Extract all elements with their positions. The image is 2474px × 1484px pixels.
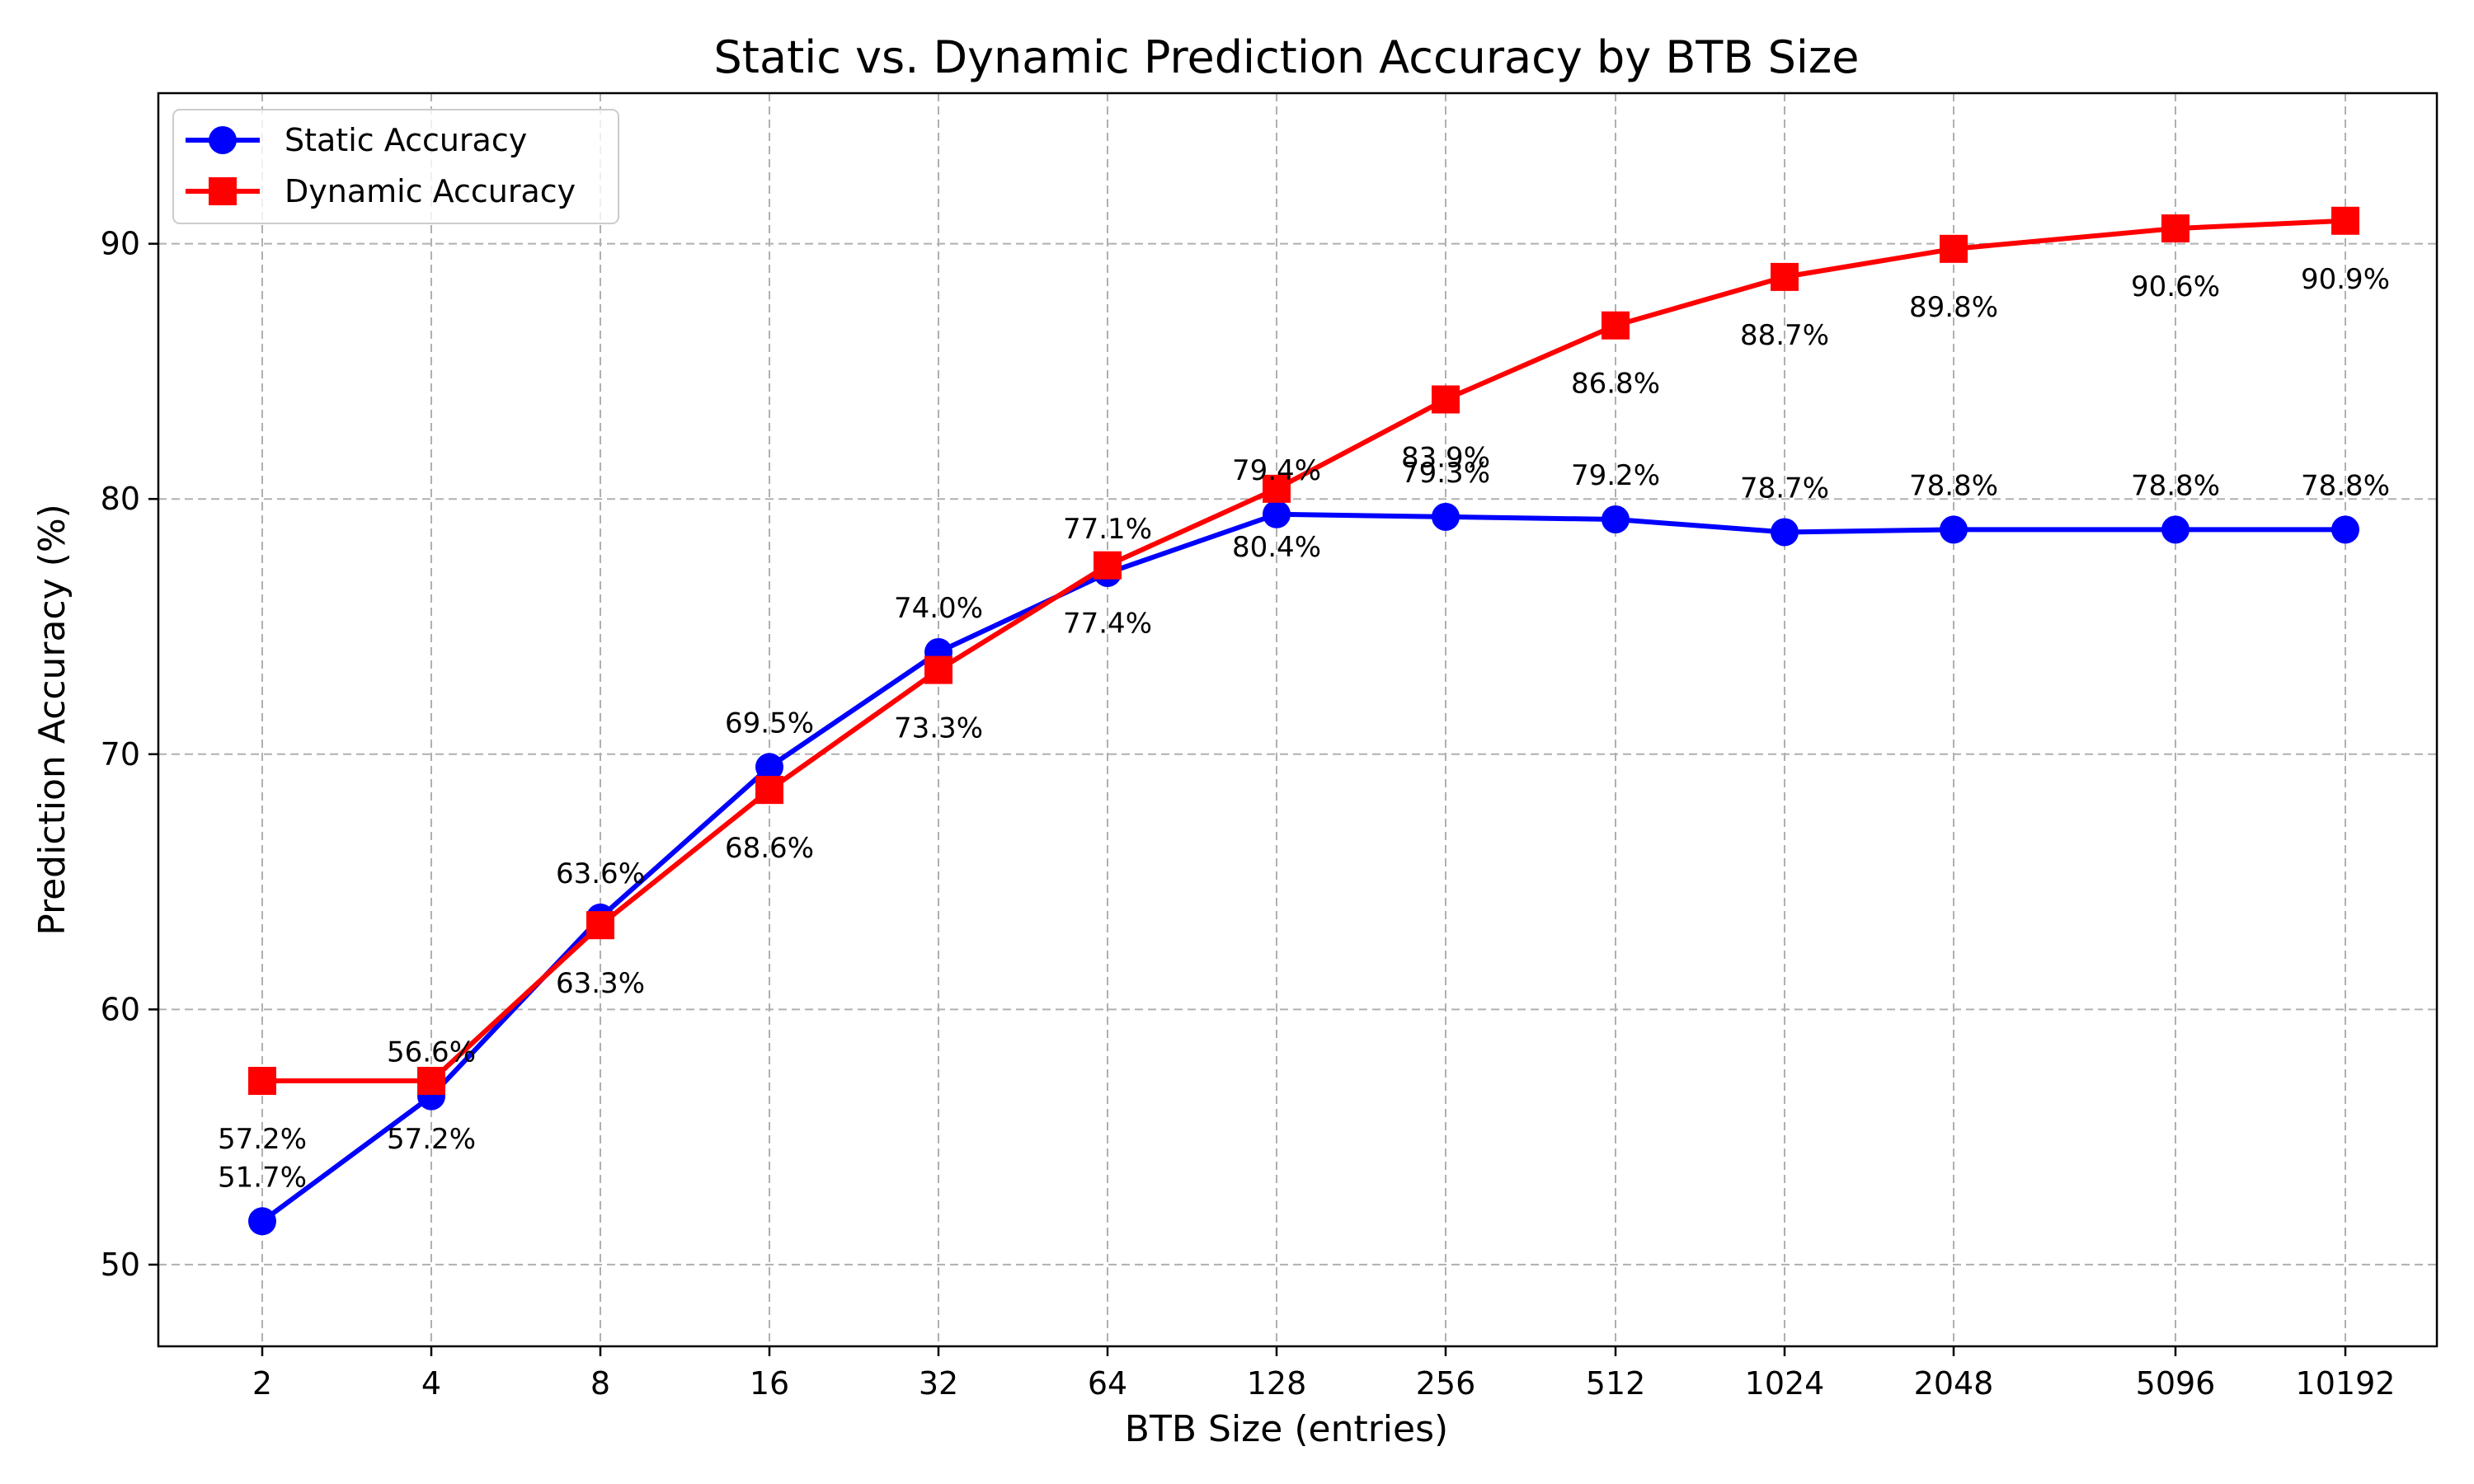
grid-layer — [158, 93, 2437, 1346]
x-tick-label: 512 — [1586, 1365, 1646, 1402]
data-label: 74.0% — [894, 592, 983, 625]
data-point-marker — [1940, 234, 1968, 263]
data-label: 90.9% — [2301, 263, 2390, 296]
x-tick-label: 128 — [1247, 1365, 1307, 1402]
data-label: 86.8% — [1571, 368, 1660, 401]
legend-marker — [209, 177, 237, 205]
data-label: 56.6% — [387, 1036, 476, 1069]
legend: Static Accuracy Dynamic Accuracy — [172, 109, 619, 224]
x-tick-label: 256 — [1416, 1365, 1476, 1402]
data-point-marker — [1263, 500, 1291, 528]
data-point-marker — [924, 655, 952, 684]
x-tick-label: 2 — [252, 1365, 272, 1402]
data-label: 80.4% — [1232, 531, 1321, 564]
data-label: 90.6% — [2131, 270, 2220, 303]
data-label: 77.4% — [1063, 608, 1152, 641]
data-point-marker — [1432, 502, 1460, 531]
data-point-marker — [1432, 385, 1460, 414]
data-label: 68.6% — [725, 832, 814, 865]
data-label: 78.7% — [1740, 472, 1829, 505]
data-point-marker — [1940, 515, 1968, 544]
x-tick-label: 32 — [919, 1365, 958, 1402]
data-point-marker — [1771, 518, 1799, 547]
y-tick-label: 80 — [101, 481, 140, 517]
data-point-marker — [1602, 311, 1630, 340]
data-label: 57.2% — [387, 1123, 476, 1156]
data-point-marker — [1094, 551, 1122, 580]
data-label: 51.7% — [218, 1161, 307, 1194]
data-label: 79.4% — [1232, 454, 1321, 487]
data-label-layer: 51.7% 56.6% 63.6% 69.5% 74.0% 77.1% 79.4% 79.3%… — [218, 263, 2390, 1195]
legend-entry-label: Static Accuracy — [285, 122, 527, 158]
data-label: 57.2% — [218, 1123, 307, 1156]
data-point-marker — [2161, 214, 2189, 243]
data-point-marker — [2331, 206, 2359, 235]
series-line — [262, 218, 2346, 1084]
data-point-marker — [1263, 474, 1291, 503]
x-tick-label: 5096 — [2136, 1365, 2216, 1402]
y-axis-label: Prediction Accuracy (%) — [31, 504, 73, 936]
y-tick-label: 50 — [101, 1247, 140, 1283]
legend-entry-label: Dynamic Accuracy — [285, 173, 576, 209]
series-layer — [248, 206, 2359, 1236]
data-point-marker — [755, 776, 783, 805]
x-tick-label: 16 — [750, 1365, 789, 1402]
data-label: 78.8% — [2301, 469, 2390, 502]
data-label: 89.8% — [1909, 291, 1998, 324]
data-label: 63.3% — [556, 967, 645, 1000]
y-tick-label: 90 — [101, 226, 140, 262]
x-axis-label: BTB Size (entries) — [1125, 1408, 1448, 1450]
legend-box — [172, 109, 619, 224]
data-label: 79.3% — [1401, 457, 1490, 490]
data-point-marker — [417, 1067, 445, 1096]
data-label: 69.5% — [725, 707, 814, 740]
x-tick-label: 64 — [1088, 1365, 1127, 1402]
data-point-marker — [2331, 515, 2359, 544]
data-label: 63.6% — [556, 857, 645, 890]
chart-title: Static vs. Dynamic Prediction Accuracy b… — [714, 31, 1860, 83]
data-label: 77.1% — [1063, 513, 1152, 546]
legend-marker — [209, 126, 237, 154]
x-tick-label: 2048 — [1914, 1365, 1994, 1402]
x-axis: 2 4 8 16 32 64 128 256 512 1024 2048 5096 10192 — [252, 1346, 2396, 1402]
y-tick-label: 60 — [101, 991, 140, 1027]
data-label: 79.2% — [1571, 459, 1660, 492]
data-label: 78.8% — [2131, 469, 2220, 502]
data-label: 73.3% — [894, 712, 983, 745]
data-label: 78.8% — [1909, 469, 1998, 502]
plot-frame — [157, 92, 2439, 1348]
x-tick-label: 4 — [421, 1365, 441, 1402]
data-point-marker — [1771, 262, 1799, 291]
data-point-marker — [248, 1207, 276, 1236]
x-tick-label: 10192 — [2296, 1365, 2396, 1402]
data-point-marker — [1602, 505, 1630, 533]
x-tick-label: 1024 — [1745, 1365, 1825, 1402]
x-tick-label: 8 — [590, 1365, 610, 1402]
data-point-marker — [755, 753, 783, 782]
y-axis: 50 60 70 80 90 — [101, 226, 158, 1283]
data-label: 83.9% — [1401, 441, 1490, 474]
data-point-marker — [248, 1067, 276, 1096]
y-tick-label: 70 — [101, 736, 140, 773]
data-point-marker — [2161, 515, 2189, 544]
data-point-marker — [586, 911, 614, 940]
data-label: 88.7% — [1740, 319, 1829, 352]
